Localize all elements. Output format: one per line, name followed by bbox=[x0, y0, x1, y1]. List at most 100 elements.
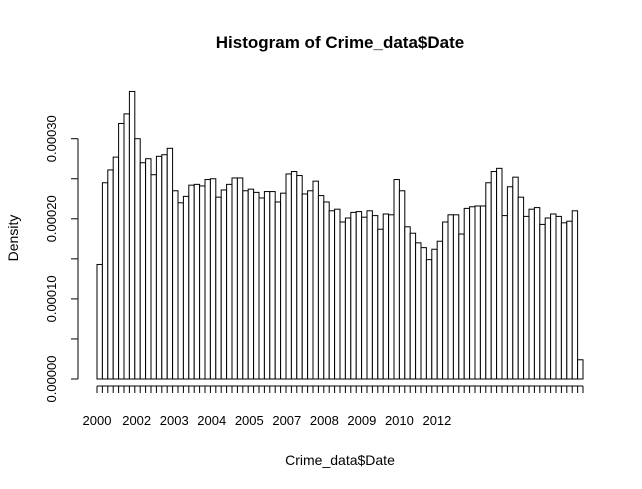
histogram-bar bbox=[107, 169, 114, 380]
histogram-bar bbox=[377, 228, 384, 380]
histogram-bar bbox=[123, 113, 130, 380]
x-tick-label: 2009 bbox=[347, 413, 376, 428]
chart-title: Histogram of Crime_data$Date bbox=[216, 33, 464, 52]
histogram-bar bbox=[566, 220, 573, 380]
bars-group bbox=[96, 90, 584, 380]
histogram-bar bbox=[560, 222, 568, 380]
histogram-bar bbox=[501, 215, 508, 380]
y-tick-label: 0.00030 bbox=[44, 115, 59, 162]
x-tick-label: 2008 bbox=[310, 413, 339, 428]
histogram-bar bbox=[339, 221, 346, 380]
histogram-bar bbox=[177, 202, 184, 380]
histogram-bar bbox=[220, 189, 228, 380]
histogram-bar bbox=[458, 233, 465, 380]
histogram-bar bbox=[425, 259, 433, 380]
histogram-bar bbox=[523, 215, 530, 380]
histogram-bar bbox=[328, 210, 336, 380]
histogram-bar bbox=[226, 183, 233, 380]
histogram-bar bbox=[442, 221, 449, 380]
histogram-bar bbox=[150, 174, 157, 380]
histogram-bar bbox=[544, 217, 552, 380]
histogram-bar bbox=[550, 213, 557, 380]
histogram-bar bbox=[307, 190, 314, 380]
histogram-bar bbox=[366, 210, 373, 380]
histogram-bar bbox=[112, 156, 120, 380]
histogram-bar bbox=[447, 214, 454, 380]
histogram-bar bbox=[193, 183, 201, 380]
histogram-bar bbox=[555, 215, 562, 380]
histogram-bar bbox=[398, 190, 406, 380]
histogram-bar bbox=[469, 206, 476, 380]
histogram-bar bbox=[101, 182, 109, 380]
histogram-bar bbox=[204, 179, 211, 380]
histogram-bar bbox=[393, 179, 400, 380]
histogram-bar bbox=[118, 122, 125, 380]
histogram-bar bbox=[285, 173, 292, 380]
histogram-bar bbox=[312, 180, 319, 380]
histogram-bar bbox=[571, 210, 579, 380]
histogram-bar bbox=[452, 214, 460, 380]
histogram-bar bbox=[506, 186, 514, 380]
histogram-bar bbox=[344, 217, 352, 380]
x-axis: 2000 2002 2003 2004 2005 2007 2008 2009 2010 2012 bbox=[83, 385, 584, 428]
y-tick-label: 0.00010 bbox=[44, 275, 59, 322]
histogram-bar bbox=[199, 185, 206, 380]
histogram-bar bbox=[296, 175, 303, 380]
histogram-bar bbox=[436, 240, 444, 380]
histogram-bar bbox=[182, 195, 190, 380]
x-tick-label: 2002 bbox=[122, 413, 151, 428]
histogram-bar bbox=[382, 213, 390, 380]
histogram-bar bbox=[496, 167, 503, 380]
histogram-bar bbox=[215, 196, 222, 380]
histogram-bar bbox=[155, 155, 163, 380]
histogram-bar bbox=[128, 90, 136, 380]
histogram-bar bbox=[404, 226, 411, 380]
histogram-bar bbox=[242, 190, 249, 380]
histogram-bar bbox=[263, 191, 271, 380]
x-tick-label: 2005 bbox=[235, 413, 264, 428]
x-tick-label: 2007 bbox=[272, 413, 301, 428]
histogram-bar bbox=[166, 147, 174, 380]
histogram-bar bbox=[334, 208, 341, 380]
histogram-bar bbox=[253, 191, 260, 380]
histogram-bar bbox=[280, 192, 287, 380]
x-tick-label: 2004 bbox=[197, 413, 226, 428]
y-axis: 0.00000 0.00010 0.00020 0.00030 bbox=[44, 115, 79, 403]
y-tick-label: 0.00000 bbox=[44, 356, 59, 403]
histogram-bar bbox=[134, 138, 141, 380]
histogram-bar bbox=[533, 207, 541, 380]
histogram-bar bbox=[577, 359, 584, 380]
histogram-bar bbox=[474, 205, 481, 380]
histogram-bar bbox=[290, 171, 298, 380]
x-tick-label: 2003 bbox=[160, 413, 189, 428]
histogram-bar bbox=[361, 216, 368, 380]
histogram-bar bbox=[161, 154, 168, 380]
histogram-bar bbox=[301, 193, 309, 380]
histogram-bar bbox=[512, 176, 519, 380]
x-axis-label: Crime_data$Date bbox=[285, 452, 395, 468]
histogram-bar bbox=[274, 201, 282, 380]
histogram-bar bbox=[323, 201, 330, 380]
histogram-bar bbox=[479, 205, 487, 380]
histogram-bar bbox=[463, 207, 471, 380]
histogram-bar bbox=[236, 177, 244, 380]
histogram-bar bbox=[517, 196, 525, 380]
histogram-bar bbox=[528, 208, 535, 380]
histogram-bar bbox=[420, 247, 427, 380]
histogram-bar bbox=[415, 242, 422, 380]
y-tick-label: 0.00020 bbox=[44, 195, 59, 242]
x-tick-label: 2000 bbox=[83, 413, 112, 428]
histogram-bar bbox=[145, 158, 152, 380]
histogram-bar bbox=[96, 263, 103, 380]
histogram-bar bbox=[209, 178, 217, 380]
histogram-bar bbox=[231, 177, 238, 380]
histogram-bar bbox=[188, 184, 195, 380]
histogram-bar bbox=[350, 211, 357, 380]
histogram-bar bbox=[490, 171, 498, 380]
histogram-bar bbox=[355, 211, 363, 380]
histogram-bar bbox=[388, 214, 395, 380]
histogram-bar bbox=[431, 248, 438, 380]
histogram-bar bbox=[258, 197, 265, 380]
x-tick-label: 2010 bbox=[385, 413, 414, 428]
